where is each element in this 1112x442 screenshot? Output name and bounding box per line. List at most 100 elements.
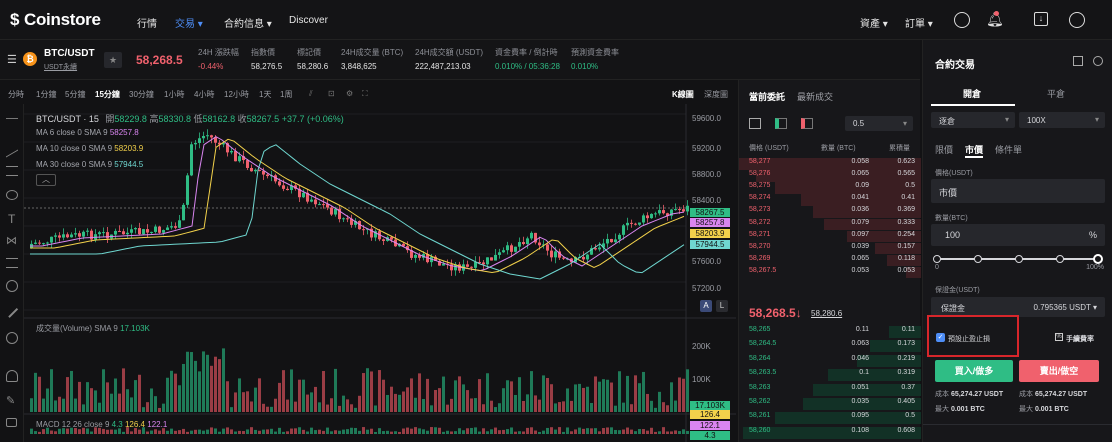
lock-icon[interactable] [6, 418, 17, 427]
slider-thumb[interactable] [1093, 254, 1103, 264]
fib-tool-icon[interactable] [6, 190, 18, 200]
order-type-conditional[interactable]: 條件單 [995, 145, 1023, 155]
ma6-legend[interactable]: MA 6 close 0 SMA 9 58257.8 [36, 128, 139, 137]
nav-discover[interactable]: Discover [289, 15, 328, 26]
bid-row[interactable]: 58,263.5 0.1 0.319 [739, 369, 921, 382]
bid-row[interactable]: 58,265 0.11 0.11 [739, 326, 921, 338]
nav-trade[interactable]: 交易 ▾ [175, 19, 203, 30]
crosshair-tool-icon[interactable] [6, 118, 18, 119]
slider-node[interactable] [1015, 255, 1023, 263]
tf-12h[interactable]: 12小時 [224, 90, 249, 99]
download-icon[interactable]: ↓ [1034, 12, 1048, 26]
tpsl-label[interactable]: 預設止盈止損 [948, 336, 990, 343]
measure-tool-icon[interactable] [6, 258, 18, 268]
pattern-tool-icon[interactable]: ⋈ [6, 235, 17, 247]
trendline-tool-icon[interactable] [6, 138, 18, 158]
book-bids-icon[interactable] [775, 118, 787, 129]
slider-node[interactable] [1056, 255, 1064, 263]
bell-icon[interactable]: 🔔︎ [986, 11, 1004, 27]
tab-close[interactable]: 平倉 [1047, 89, 1066, 99]
tab-depth[interactable]: 深度圖 [704, 90, 728, 99]
tf-1d[interactable]: 1天 [259, 90, 272, 99]
hline-tool-icon[interactable] [6, 166, 18, 176]
buy-long-button[interactable]: 買入/做多 [935, 360, 1013, 382]
tf-4h[interactable]: 4小時 [194, 90, 215, 99]
tf-15m[interactable]: 15分鐘 [95, 90, 120, 99]
book-asks-icon[interactable] [801, 118, 813, 129]
ma30-legend[interactable]: MA 30 close 0 SMA 9 57944.5 [36, 160, 143, 169]
ask-row[interactable]: 58,277 0.058 0.623 [739, 158, 921, 170]
order-type-limit[interactable]: 限價 [935, 145, 954, 155]
macd-bar [678, 431, 681, 434]
nav-assets[interactable]: 資產 ▾ [860, 19, 888, 30]
book-both-icon[interactable] [749, 118, 761, 129]
zoom-in-icon[interactable] [6, 332, 18, 344]
margin-mode-select[interactable]: 逐倉 ▾ [931, 112, 1015, 128]
sell-short-button[interactable]: 賣出/做空 [1019, 360, 1099, 382]
tf-1m[interactable]: 1分鐘 [36, 90, 57, 99]
chart-type-icon[interactable]: ⊡ [328, 89, 335, 98]
tpsl-checkbox[interactable]: ✓ [936, 333, 945, 342]
tf-line[interactable]: 分時 [8, 90, 24, 99]
coinstore-logo[interactable]: $ Coinstore [10, 10, 101, 29]
settings-icon[interactable]: ⚙ [346, 89, 354, 98]
ruler-tool-icon[interactable] [8, 307, 18, 318]
ask-row[interactable]: 58,274 0.041 0.41 [739, 194, 921, 206]
menu-icon[interactable]: ☰ [7, 54, 17, 66]
tab-open[interactable]: 開倉 [963, 89, 982, 99]
tf-1w[interactable]: 1周 [280, 90, 293, 99]
bid-row[interactable]: 58,264.5 0.063 0.173 [739, 340, 921, 353]
ask-row[interactable]: 58,267.5 0.053 0.053 [739, 266, 921, 279]
nav-orders[interactable]: 訂單 ▾ [905, 19, 933, 30]
symbol[interactable]: BTC/USDT [44, 48, 95, 59]
fullscreen-icon[interactable]: ⛶ [362, 89, 368, 98]
collapse-legend-button[interactable]: ︿ [36, 174, 56, 186]
calculator-icon[interactable] [1073, 56, 1083, 66]
leverage-select[interactable]: 100X ▾ [1019, 112, 1105, 128]
tf-30m[interactable]: 30分鐘 [129, 90, 154, 99]
auto-scale-button[interactable]: A [700, 300, 712, 312]
tab-recent-trades[interactable]: 最新成交 [797, 92, 834, 102]
magnet-icon[interactable] [6, 370, 18, 382]
ask-row[interactable]: 58,275 0.09 0.5 [739, 182, 921, 194]
account-icon[interactable] [954, 12, 970, 28]
tab-kline[interactable]: K線圖 [672, 90, 694, 99]
slider-node[interactable] [974, 255, 982, 263]
pencil-icon[interactable]: ✎ [6, 395, 16, 407]
qty-input[interactable]: 100% [931, 224, 1105, 246]
favorite-star-icon[interactable]: ★ [104, 52, 122, 68]
fee-rate-link[interactable]: 手續費率 [1066, 336, 1094, 343]
macd-bar [546, 427, 549, 434]
nav-markets[interactable]: 行情 [137, 19, 157, 30]
ask-row[interactable]: 58,270 0.039 0.157 [739, 242, 921, 255]
ask-row[interactable]: 58,272 0.079 0.333 [739, 218, 921, 231]
log-scale-button[interactable]: L [716, 300, 728, 312]
kline-chart[interactable] [0, 104, 736, 442]
macd-bar [402, 428, 405, 434]
nav-contract-info[interactable]: 合約信息 ▾ [224, 19, 272, 30]
bid-row[interactable]: 58,263 0.051 0.37 [739, 383, 921, 396]
tf-1h[interactable]: 1小時 [164, 90, 185, 99]
tab-order-book[interactable]: 當前委託 [749, 92, 786, 102]
ask-row[interactable]: 58,271 0.097 0.254 [739, 230, 921, 243]
ma10-legend[interactable]: MA 10 close 0 SMA 9 58203.9 [36, 144, 143, 153]
chart-canvas[interactable] [0, 104, 736, 442]
precision-select[interactable]: 0.5 ▾ [845, 116, 913, 131]
bid-row[interactable]: 58,264 0.046 0.219 [739, 354, 921, 367]
price-input[interactable]: 市價 [931, 179, 1105, 203]
globe-icon[interactable] [1069, 12, 1085, 28]
ask-row[interactable]: 58,269 0.065 0.118 [739, 254, 921, 267]
tf-5m[interactable]: 5分鐘 [65, 90, 86, 99]
ask-row[interactable]: 58,276 0.065 0.565 [739, 170, 921, 182]
order-type-market[interactable]: 市價 [965, 143, 984, 158]
bid-row[interactable]: 58,260 0.108 0.608 [739, 426, 921, 439]
bid-row[interactable]: 58,262 0.035 0.405 [739, 398, 921, 410]
fee-icon[interactable]: % [1055, 333, 1063, 341]
emoji-tool-icon[interactable] [6, 280, 18, 292]
text-tool-icon[interactable]: T [8, 212, 16, 226]
settings-gear-icon[interactable] [1093, 56, 1103, 66]
indicator-icon[interactable]: ⫽ [309, 89, 313, 98]
slider-node[interactable] [933, 255, 941, 263]
ask-row[interactable]: 58,273 0.036 0.369 [739, 206, 921, 218]
bid-row[interactable]: 58,261 0.095 0.5 [739, 412, 921, 425]
